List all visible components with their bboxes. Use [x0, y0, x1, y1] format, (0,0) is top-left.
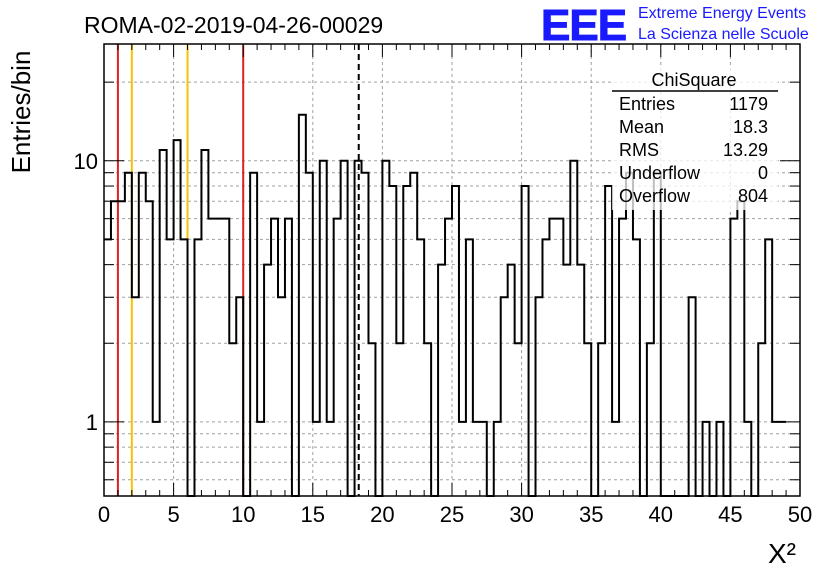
eee-logo-mark: EEE — [541, 1, 626, 50]
x-tick-label: 15 — [301, 502, 325, 527]
y-tick-label: 10 — [74, 149, 98, 174]
y-ticks: 1 10 — [74, 81, 800, 481]
stats-rms-label: RMS — [619, 140, 659, 160]
x-tick-label: 40 — [649, 502, 673, 527]
stats-box-bg — [612, 66, 778, 210]
x-tick-label: 5 — [167, 502, 179, 527]
eee-logo-line2: La Scienza nelle Scuole — [638, 26, 809, 43]
x-tick-label: 0 — [98, 502, 110, 527]
eee-logo-line1: Extreme Energy Events — [638, 5, 806, 22]
x-axis-label: X² — [768, 538, 796, 569]
x-tick-label: 45 — [718, 502, 742, 527]
x-ticks: 0 5 10 15 20 25 30 35 40 45 50 — [98, 44, 812, 527]
chart-title: ROMA-02-2019-04-26-00029 — [84, 12, 383, 38]
stats-underflow-label: Underflow — [619, 163, 701, 183]
x-tick-label: 25 — [440, 502, 464, 527]
x-tick-label: 50 — [788, 502, 812, 527]
x-tick-label: 10 — [231, 502, 255, 527]
stats-mean-label: Mean — [619, 117, 664, 137]
stats-mean-value: 18.3 — [733, 117, 768, 137]
y-axis-label: Entries/bin — [6, 51, 36, 174]
eee-logo: EEE Extreme Energy Events La Scienza nel… — [541, 1, 809, 51]
stats-entries-value: 1179 — [729, 94, 768, 114]
stats-overflow-value: 804 — [738, 186, 768, 206]
x-tick-label: 20 — [370, 502, 394, 527]
stats-box: ChiSquare Entries 1179 Mean 18.3 RMS 13.… — [612, 66, 778, 210]
x-tick-label: 30 — [509, 502, 533, 527]
x-tick-label: 35 — [579, 502, 603, 527]
stats-rms-value: 13.29 — [723, 140, 768, 160]
stats-underflow-value: 0 — [758, 163, 768, 183]
y-tick-label: 1 — [86, 410, 98, 435]
stats-overflow-label: Overflow — [619, 186, 691, 206]
stats-entries-label: Entries — [619, 94, 675, 114]
stats-title: ChiSquare — [651, 70, 736, 90]
